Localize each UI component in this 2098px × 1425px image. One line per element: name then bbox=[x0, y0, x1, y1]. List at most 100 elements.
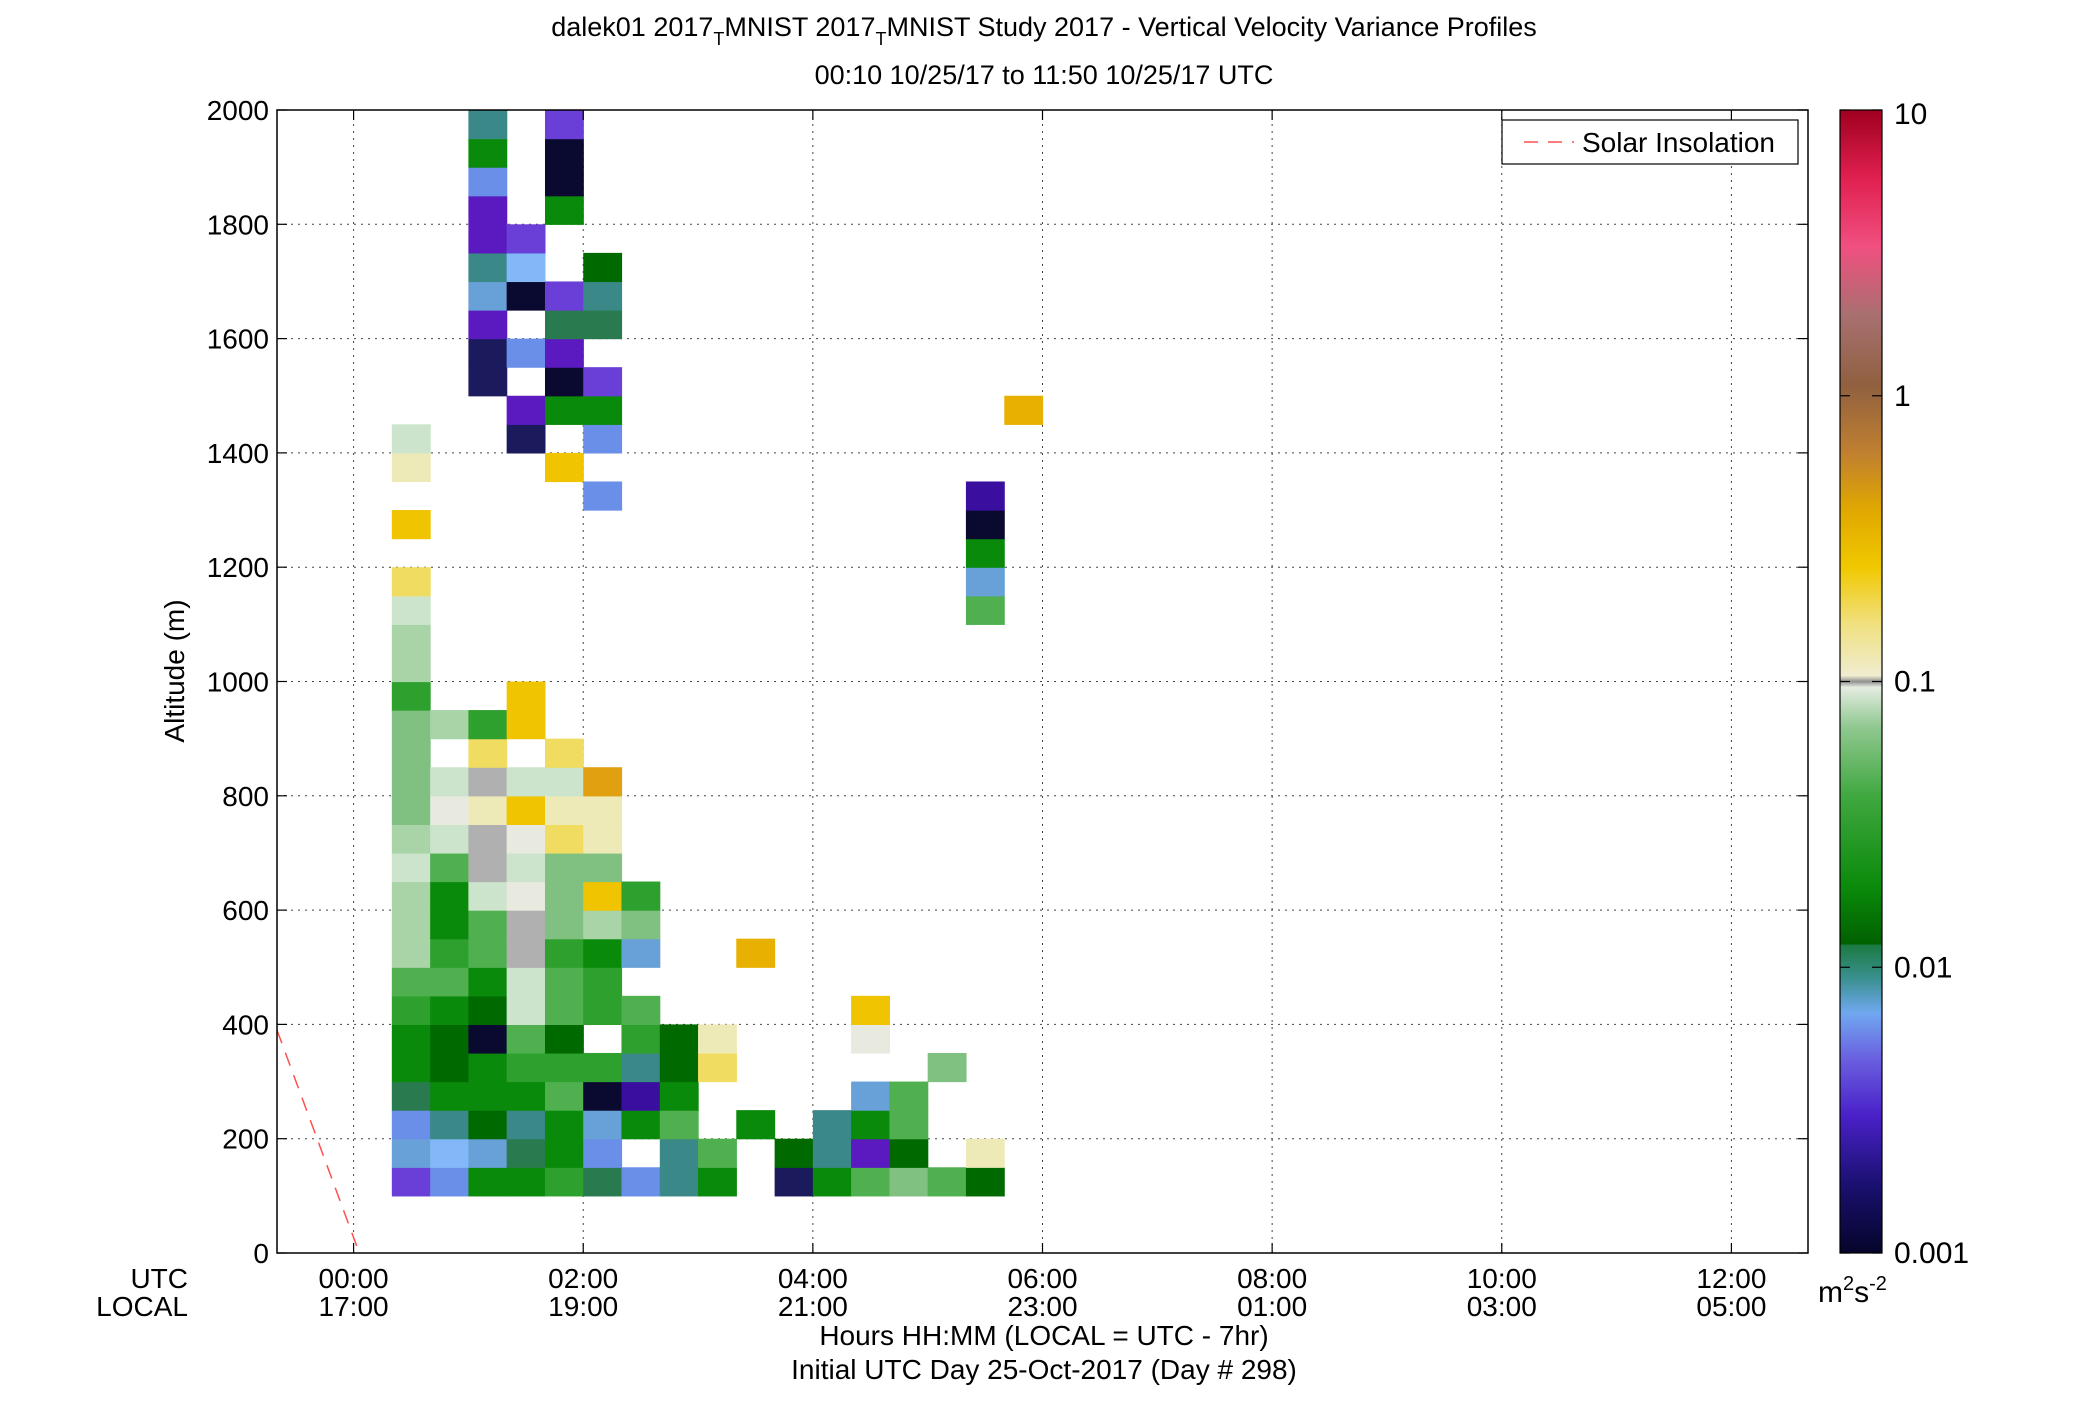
data-cell bbox=[621, 938, 661, 968]
data-cell bbox=[544, 1167, 584, 1197]
data-cell bbox=[544, 824, 584, 854]
data-cell bbox=[391, 710, 431, 740]
y-axis-label: Altitude (m) bbox=[159, 599, 190, 742]
data-cell bbox=[468, 310, 508, 340]
data-cell bbox=[391, 567, 431, 597]
y-tick-label: 1000 bbox=[207, 667, 269, 698]
data-cell bbox=[391, 1167, 431, 1197]
x-row-label-utc: UTC bbox=[130, 1263, 188, 1294]
data-cell bbox=[430, 1052, 470, 1083]
data-cell bbox=[430, 881, 470, 911]
data-cell bbox=[1004, 395, 1044, 425]
data-cell bbox=[506, 1024, 546, 1054]
y-axis-ticks: 0 200 400 600 800 1000 1200 1400 1600 1800 2000 bbox=[207, 95, 1808, 1269]
data-cell bbox=[812, 1110, 852, 1140]
x-tick-label-local: 01:00 bbox=[1237, 1291, 1307, 1322]
data-cell bbox=[698, 1167, 737, 1197]
data-cell bbox=[391, 681, 431, 711]
data-cell bbox=[468, 1081, 508, 1111]
data-cell bbox=[889, 1138, 929, 1168]
data-cell bbox=[583, 395, 623, 425]
data-cell bbox=[391, 1024, 431, 1054]
data-cell bbox=[468, 367, 508, 397]
data-cell bbox=[544, 910, 584, 940]
data-cell bbox=[621, 1052, 661, 1083]
data-cell bbox=[965, 595, 1005, 625]
y-tick-label: 200 bbox=[222, 1124, 269, 1155]
data-cell bbox=[391, 938, 431, 968]
data-cell bbox=[621, 1110, 661, 1140]
data-cell bbox=[506, 910, 546, 940]
data-cell bbox=[544, 452, 584, 483]
data-cell bbox=[851, 995, 890, 1025]
data-cell bbox=[544, 167, 584, 197]
data-cell bbox=[621, 881, 661, 911]
data-cell bbox=[544, 138, 584, 168]
y-tick-label: 600 bbox=[222, 895, 269, 926]
data-cell bbox=[468, 795, 508, 825]
data-cell bbox=[544, 1081, 584, 1111]
data-cell bbox=[544, 310, 584, 340]
data-cell bbox=[965, 1138, 1005, 1168]
data-cells bbox=[391, 110, 1044, 1197]
legend: Solar Insolation bbox=[1501, 119, 1799, 165]
data-cell bbox=[583, 1052, 623, 1083]
data-cell bbox=[430, 1138, 470, 1168]
data-cell bbox=[430, 710, 470, 740]
data-cell bbox=[468, 852, 508, 883]
data-cell bbox=[506, 395, 546, 425]
data-cell bbox=[391, 510, 431, 540]
data-cell bbox=[736, 1110, 776, 1140]
data-cell bbox=[659, 1167, 699, 1197]
data-cell bbox=[583, 252, 623, 283]
data-cell bbox=[391, 910, 431, 940]
data-cell bbox=[965, 481, 1005, 511]
data-cell bbox=[659, 1081, 699, 1111]
legend-label: Solar Insolation bbox=[1582, 127, 1775, 158]
data-cell bbox=[583, 938, 623, 968]
data-cell bbox=[468, 1138, 508, 1168]
data-cell bbox=[851, 1167, 890, 1197]
data-cell bbox=[851, 1024, 890, 1054]
x-tick-label-local: 05:00 bbox=[1696, 1291, 1766, 1322]
data-cell bbox=[965, 567, 1005, 597]
data-cell bbox=[468, 881, 508, 911]
colorbar-ticks: 10 1 0.1 0.01 0.001 bbox=[1840, 98, 1969, 1270]
data-cell bbox=[468, 967, 508, 997]
data-cell bbox=[506, 338, 546, 368]
data-cell bbox=[430, 938, 470, 968]
data-cell bbox=[391, 1138, 431, 1168]
solar-insolation-line bbox=[276, 1029, 361, 1254]
data-cell bbox=[544, 795, 584, 825]
data-cell bbox=[851, 1110, 890, 1140]
data-cell bbox=[468, 338, 508, 368]
y-tick-label: 1400 bbox=[207, 438, 269, 469]
x-tick-label-utc: 12:00 bbox=[1696, 1263, 1766, 1294]
data-cell bbox=[927, 1167, 967, 1197]
data-cell bbox=[391, 995, 431, 1025]
colorbar-tick-label: 0.001 bbox=[1894, 1237, 1969, 1270]
data-cell bbox=[468, 1024, 508, 1054]
data-cell bbox=[659, 1138, 699, 1168]
data-cell bbox=[544, 195, 584, 225]
data-cell bbox=[889, 1167, 929, 1197]
data-cell bbox=[583, 881, 623, 911]
data-cell bbox=[812, 1167, 852, 1197]
data-cell bbox=[621, 995, 661, 1025]
data-cell bbox=[391, 738, 431, 768]
x-tick-label-utc: 06:00 bbox=[1007, 1263, 1077, 1294]
x-tick-label-utc: 10:00 bbox=[1467, 1263, 1537, 1294]
y-tick-label: 400 bbox=[222, 1009, 269, 1040]
x-tick-label-local: 17:00 bbox=[319, 1291, 389, 1322]
data-cell bbox=[468, 167, 508, 197]
y-tick-label: 0 bbox=[253, 1238, 269, 1269]
data-cell bbox=[506, 1052, 546, 1083]
data-cell bbox=[430, 1024, 470, 1054]
data-cell bbox=[965, 1167, 1005, 1197]
data-cell bbox=[430, 824, 470, 854]
data-cell bbox=[391, 1081, 431, 1111]
y-tick-label: 1600 bbox=[207, 324, 269, 355]
data-cell bbox=[391, 624, 431, 654]
data-cell bbox=[468, 910, 508, 940]
x-tick-label-local: 03:00 bbox=[1467, 1291, 1537, 1322]
